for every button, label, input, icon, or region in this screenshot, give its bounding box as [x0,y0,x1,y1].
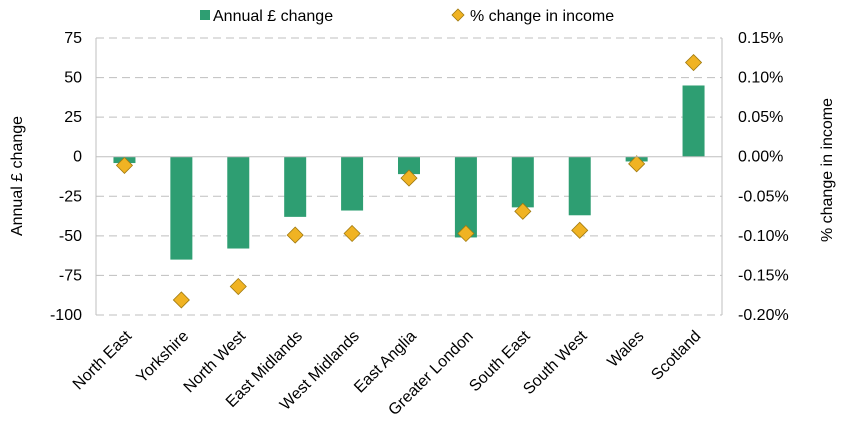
bar [227,156,250,249]
bar-series [113,85,705,260]
x-tick-label: Scotland [648,328,704,384]
diamond-marker [115,156,134,174]
legend-swatch-bar [200,10,210,20]
bar [284,156,307,217]
y-tick-label: -75 [59,267,82,284]
bar [170,156,193,260]
y2-tick-label: -0.15% [738,267,789,284]
diamond-marker [684,53,703,72]
y2-tick-label: -0.20% [738,307,789,324]
bar [568,156,591,216]
diamond-marker [514,202,532,220]
diamond-marker [628,155,646,173]
bar [454,156,477,238]
y-tick-label: 50 [64,70,82,87]
y-tick-label: -100 [50,307,82,324]
x-tick-label: North East [70,327,136,393]
diamond-marker [343,224,361,243]
y2-tick-label: 0.10% [738,70,783,87]
y-tick-label: 25 [64,109,82,126]
x-tick-label: Yorkshire [133,328,192,387]
y2-tick-label: 0.00% [738,149,783,166]
y2-tick-label: -0.05% [738,188,789,205]
y2-tick-label: -0.10% [738,228,789,245]
diamond-marker [229,277,247,296]
diamond-marker [457,224,475,243]
y-tick-label: -25 [59,188,82,205]
gridlines [96,37,722,316]
legend: Annual £ change % change in income [200,8,614,25]
y2-tick-label: 0.05% [738,109,783,126]
y2-tick-label: 0.15% [738,30,783,47]
legend-swatch-diamond [451,8,465,22]
legend-label-bar: Annual £ change [213,8,333,25]
diamond-marker [400,169,418,187]
marker-series [115,53,703,309]
diamond-marker [571,221,589,239]
bar [341,156,364,211]
y-tick-label: 75 [64,30,82,47]
axes: 75 50 25 0 -25 -50 -75 -100 0.15% 0.10% 0.05% 0.00%… [50,30,789,419]
bar [398,156,420,175]
y-tick-label: -50 [59,228,82,245]
y-tick-label: 0 [73,149,82,166]
y2-axis-title: % change in income [819,98,836,242]
y-axis-title: Annual £ change [9,116,26,236]
diamond-marker [172,291,190,309]
legend-label-diamond: % change in income [470,8,614,25]
x-tick-label: Wales [604,328,647,371]
bar [682,85,705,157]
diamond-marker [286,226,304,244]
bar [511,156,534,208]
